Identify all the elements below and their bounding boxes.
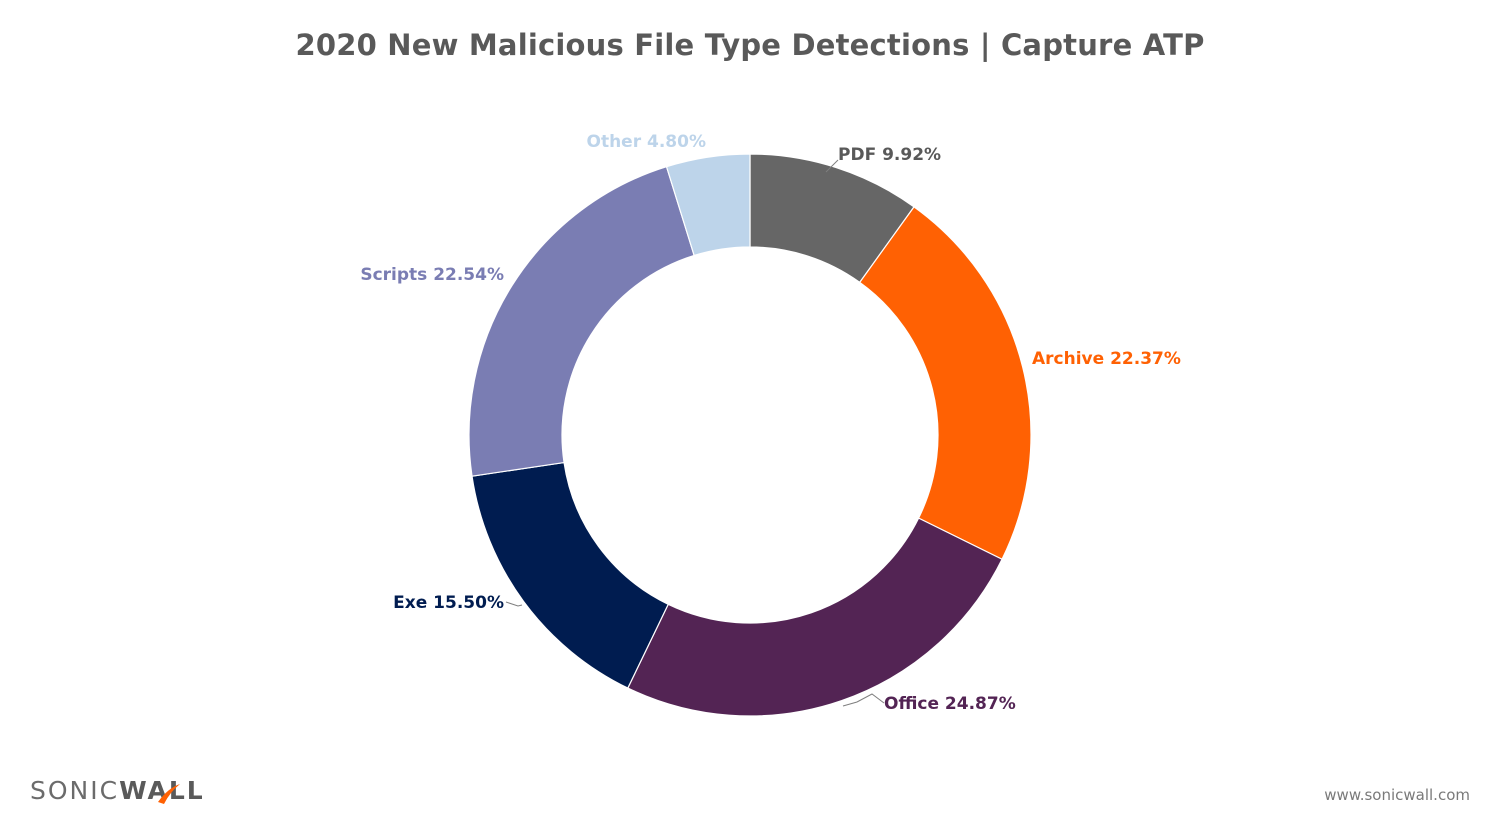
leader-line-exe (505, 601, 523, 607)
slice-archive (858, 206, 1032, 561)
sonicwall-logo: SONICWALL (30, 776, 205, 808)
slice-scripts (468, 165, 695, 477)
leader-line-pdf (825, 159, 839, 173)
data-label-exe: Exe 15.50% (393, 593, 504, 613)
chart-title: 2020 New Malicious File Type Detections … (295, 28, 1205, 62)
website-url: www.sonicwall.com (1324, 786, 1470, 804)
data-label-archive: Archive 22.37% (1032, 349, 1181, 369)
slice-office (627, 517, 1003, 717)
data-label-scripts: Scripts 22.54% (360, 265, 504, 285)
logo-text-light: SONIC (30, 776, 120, 805)
leader-lines (505, 159, 885, 707)
data-labels: PDF 9.92% Archive 22.37% Office 24.87% Exe … (360, 132, 1181, 714)
swoosh-icon (158, 784, 180, 804)
leader-line-office (842, 693, 885, 707)
data-label-other: Other 4.80% (587, 132, 707, 152)
data-label-office: Office 24.87% (884, 694, 1016, 714)
data-label-pdf: PDF 9.92% (838, 145, 941, 165)
slices (468, 153, 1032, 717)
slice-exe (471, 461, 670, 689)
slice-other (665, 153, 751, 257)
